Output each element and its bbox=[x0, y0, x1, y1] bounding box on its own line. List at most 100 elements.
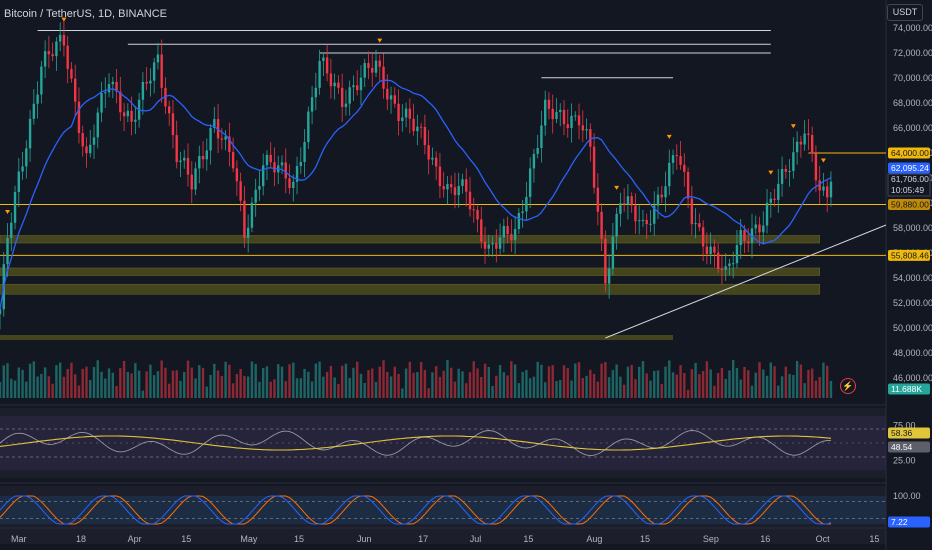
volume-bar bbox=[186, 360, 190, 398]
volume-bar bbox=[43, 367, 47, 398]
candle bbox=[310, 97, 314, 112]
candle bbox=[438, 166, 442, 187]
volume-bar bbox=[386, 371, 389, 398]
volume-bar bbox=[62, 376, 66, 398]
volume-bar bbox=[589, 369, 592, 398]
candle bbox=[419, 126, 423, 128]
volume-bar bbox=[412, 372, 415, 398]
volume-bar bbox=[630, 365, 633, 398]
candle bbox=[386, 88, 389, 100]
volume-bar bbox=[788, 374, 791, 398]
volume-bar bbox=[209, 374, 212, 398]
level-64000-label-bg bbox=[888, 147, 930, 159]
last-price-box bbox=[887, 173, 931, 197]
volume-bar bbox=[480, 377, 483, 398]
rsi-value-label-bg bbox=[888, 427, 930, 439]
rsi-ma-line bbox=[0, 435, 832, 451]
candle bbox=[517, 212, 521, 229]
candle bbox=[243, 200, 246, 238]
candle bbox=[592, 146, 596, 188]
candle bbox=[739, 230, 742, 246]
volume-bar bbox=[660, 384, 663, 398]
volume-bar bbox=[487, 366, 490, 398]
lightning-icon[interactable]: ⚡ bbox=[840, 378, 856, 394]
volume-bar bbox=[777, 385, 780, 398]
volume-bar bbox=[216, 370, 220, 398]
candle bbox=[288, 178, 291, 188]
candle bbox=[119, 91, 122, 113]
candle bbox=[25, 148, 28, 167]
volume-bar bbox=[653, 370, 656, 398]
candle bbox=[40, 66, 43, 95]
volume-bar bbox=[224, 361, 227, 398]
candle bbox=[258, 186, 261, 190]
volume-bar bbox=[814, 380, 818, 398]
volume-bar bbox=[622, 384, 626, 398]
candle bbox=[141, 81, 145, 100]
rsi-value2-label-bg bbox=[888, 441, 930, 453]
candle bbox=[6, 237, 9, 265]
candle bbox=[634, 205, 637, 222]
currency-button[interactable]: USDT bbox=[887, 4, 923, 21]
candle bbox=[104, 92, 107, 94]
candle bbox=[803, 133, 806, 145]
volume-bar bbox=[724, 378, 727, 398]
candle bbox=[89, 144, 92, 154]
volume-bar bbox=[483, 363, 487, 398]
candle bbox=[491, 243, 494, 245]
candle bbox=[412, 118, 415, 132]
candle bbox=[269, 154, 272, 163]
volume-bar bbox=[356, 361, 359, 398]
candle bbox=[679, 155, 682, 165]
stoch-d-line bbox=[0, 495, 831, 525]
candle bbox=[532, 153, 536, 169]
volume-bar bbox=[25, 381, 28, 398]
volume-bar bbox=[134, 363, 137, 398]
candle bbox=[498, 237, 502, 249]
volume-bar bbox=[427, 388, 430, 398]
candle bbox=[611, 236, 615, 269]
candle bbox=[262, 165, 265, 187]
volume-bar bbox=[592, 373, 596, 398]
candle bbox=[348, 87, 351, 104]
candle bbox=[408, 108, 412, 119]
candle bbox=[179, 160, 182, 163]
volume-bar bbox=[720, 367, 724, 398]
signal-marker bbox=[820, 158, 826, 163]
candle bbox=[619, 203, 622, 214]
volume-bar bbox=[705, 361, 709, 398]
candle bbox=[32, 103, 36, 119]
volume-bar bbox=[510, 361, 513, 398]
volume-bar bbox=[92, 367, 96, 398]
candle bbox=[810, 135, 814, 154]
rsi-value-label: 58.36 bbox=[891, 428, 913, 438]
volume-bar bbox=[498, 365, 502, 398]
volume-bar bbox=[307, 371, 310, 398]
volume-bar bbox=[152, 375, 156, 398]
volume-bar bbox=[645, 373, 648, 398]
candle bbox=[671, 155, 675, 163]
level-59880-label-bg bbox=[888, 199, 930, 210]
volume-bar bbox=[532, 376, 536, 398]
volume-bar bbox=[122, 361, 126, 398]
candle bbox=[626, 196, 630, 205]
volume-bar bbox=[521, 371, 524, 398]
volume-bar bbox=[194, 378, 197, 398]
time-tick: 17 bbox=[418, 534, 428, 544]
volume-bar bbox=[401, 388, 404, 398]
volume-bar bbox=[205, 386, 208, 398]
volume-bar bbox=[269, 381, 272, 398]
candle bbox=[115, 81, 118, 92]
candle bbox=[13, 192, 17, 223]
volume-bar bbox=[397, 373, 400, 398]
candle bbox=[822, 186, 825, 191]
candle bbox=[701, 227, 705, 247]
candle bbox=[107, 84, 111, 93]
volume-bar bbox=[156, 371, 160, 398]
candle bbox=[495, 243, 498, 249]
candle bbox=[735, 245, 739, 264]
volume-bar bbox=[604, 362, 607, 398]
ma-value-label: 62,095.24 bbox=[891, 163, 929, 173]
candle bbox=[382, 66, 385, 89]
